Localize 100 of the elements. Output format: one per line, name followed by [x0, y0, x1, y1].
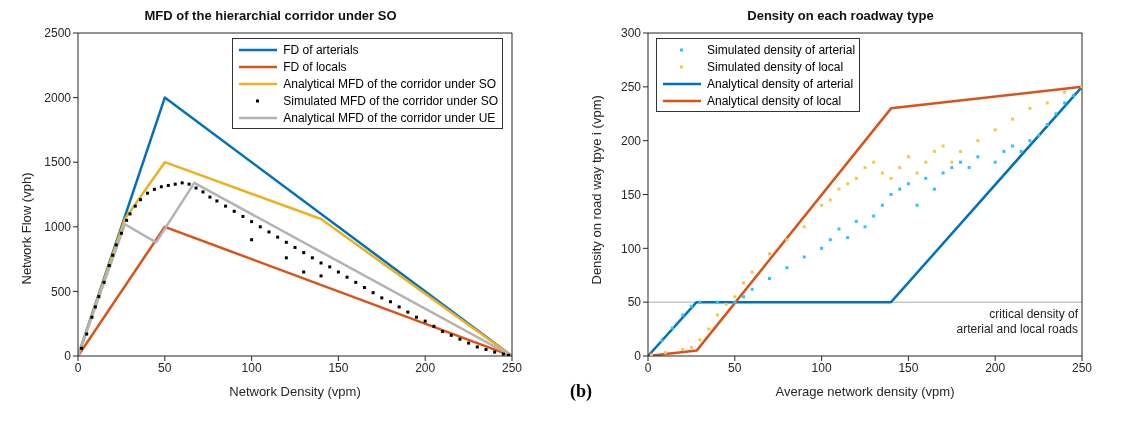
point: [976, 139, 980, 143]
point: [750, 287, 754, 291]
point: [785, 266, 789, 270]
legend-label: Simulated density of arterial: [707, 42, 856, 57]
point: [681, 348, 685, 352]
point: [1071, 93, 1075, 97]
point: [863, 166, 867, 170]
x-tick-label: 200: [985, 360, 1006, 375]
legend-label: Analytical MFD of the corridor under SO: [283, 76, 496, 91]
point: [663, 351, 667, 355]
point: [932, 187, 936, 191]
point: [733, 300, 737, 304]
y-tick-label: 1000: [44, 220, 72, 235]
point: [950, 166, 954, 170]
point: [1028, 106, 1032, 110]
point: [967, 166, 971, 170]
y-tick-label: 150: [620, 187, 642, 202]
y-tick-label: 2000: [44, 90, 72, 105]
x-tick-label: 0: [644, 360, 652, 375]
point: [768, 276, 772, 280]
point: [872, 214, 876, 218]
x-axis-title: Network Density (vpm): [229, 384, 361, 399]
point: [1045, 123, 1049, 127]
x-tick-label: 100: [811, 360, 832, 375]
point: [837, 227, 841, 231]
point: [906, 155, 910, 159]
point: [660, 339, 664, 343]
point: [993, 128, 997, 132]
point: [993, 160, 997, 164]
x-tick-label: 250: [501, 360, 523, 375]
text: (b): [570, 381, 592, 402]
point: [649, 353, 653, 356]
x-tick-label: 50: [158, 360, 172, 375]
legend-label: Analytical density of arterial: [707, 76, 854, 91]
y-tick-label: 0: [64, 349, 72, 364]
point: [889, 193, 893, 196]
point: [898, 187, 902, 191]
point: [889, 176, 893, 180]
point: [950, 160, 954, 164]
point: [915, 171, 919, 175]
y-tick-label: 1500: [44, 155, 72, 170]
point: [802, 225, 806, 229]
y-tick-label: 300: [620, 26, 642, 41]
point: [681, 313, 685, 317]
point: [1002, 149, 1006, 153]
point: [854, 176, 858, 180]
point: [837, 187, 841, 191]
y-tick-label: 0: [634, 349, 642, 364]
point: [724, 302, 728, 306]
ref-line-label: critical density of arterial and local roads: [956, 307, 1079, 337]
legend-label: Simulated MFD of the corridor under SO: [283, 93, 498, 108]
point: [846, 236, 850, 240]
point: [802, 255, 806, 259]
point: [828, 198, 832, 202]
point: [854, 219, 858, 223]
point: [976, 155, 980, 159]
y-tick-label: 2500: [44, 26, 72, 41]
x-tick-label: 0: [74, 360, 82, 375]
point: [698, 338, 702, 342]
x-tick-label: 100: [241, 360, 262, 375]
x-tick-label: 150: [328, 360, 349, 375]
point: [768, 252, 772, 256]
point: [698, 300, 702, 304]
point: [785, 238, 789, 242]
x-tick-label: 250: [1071, 360, 1093, 375]
point: [715, 313, 719, 317]
point: [1037, 133, 1041, 137]
point: [1019, 149, 1023, 153]
point: [689, 304, 693, 308]
y-tick-label: 100: [620, 241, 642, 256]
point: [941, 171, 945, 175]
point: [741, 295, 745, 299]
y-tick-label: 500: [50, 284, 72, 299]
point: [880, 203, 884, 207]
point: [1011, 144, 1015, 148]
point: [924, 176, 928, 180]
point: [820, 246, 824, 250]
chart-title: Density on each roadway type: [746, 8, 935, 25]
point: [1063, 90, 1067, 94]
x-tick-label: 50: [728, 360, 742, 375]
legend-label: Simulated density of local: [707, 59, 844, 74]
point: [707, 327, 711, 331]
point: [863, 225, 867, 229]
point: [1063, 101, 1067, 105]
point: [689, 345, 693, 349]
legend-label: FD of locals: [283, 59, 347, 74]
x-tick-label: 200: [415, 360, 436, 375]
point: [1011, 117, 1015, 121]
point: [1054, 112, 1058, 116]
point: [1028, 139, 1032, 143]
y-tick-label: 200: [620, 133, 642, 148]
point: [828, 238, 832, 242]
point: [880, 171, 884, 175]
legend-label: Analytical density of local: [707, 93, 842, 108]
legend-label: Analytical MFD of the corridor under UE: [283, 110, 496, 125]
y-tick-label: 50: [627, 295, 642, 310]
point: [670, 326, 674, 330]
point: [958, 149, 962, 153]
y-axis-title: Network Flow (vph): [18, 172, 34, 285]
point: [750, 270, 754, 274]
